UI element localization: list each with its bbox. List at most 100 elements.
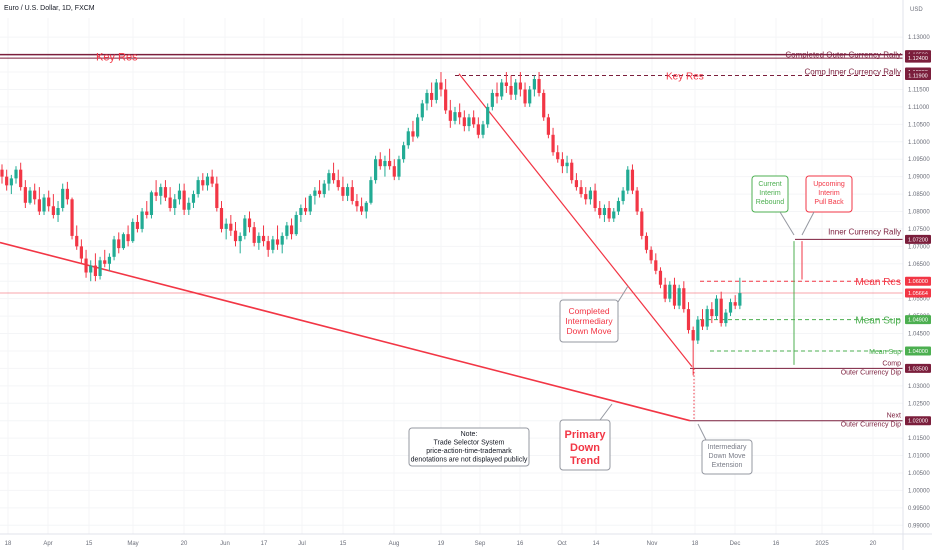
candle-body	[462, 117, 466, 127]
candle-body	[33, 190, 37, 200]
candle-body	[518, 82, 522, 90]
candle-body	[579, 187, 583, 195]
candle-body	[542, 92, 546, 118]
price-tick-label: 1.07000	[908, 244, 930, 250]
candle-body	[135, 221, 140, 229]
upcoming-pullback-label: Upcoming Interim Pull Back	[813, 181, 845, 206]
trend-lines	[0, 73, 803, 422]
currency-label: USD	[910, 7, 923, 13]
candle-body	[308, 195, 312, 212]
candle-body	[430, 92, 434, 100]
candle-body	[710, 309, 714, 317]
candle-body	[458, 112, 462, 118]
candle-body	[9, 178, 13, 186]
candle-body	[247, 218, 252, 228]
time-tick-label: 2025	[815, 541, 829, 547]
candle-body	[205, 176, 210, 186]
candle-body	[649, 249, 653, 261]
candle-body	[490, 92, 494, 107]
price-tick-label: 1.10500	[908, 122, 930, 128]
price-tick-label: 1.00500	[908, 471, 930, 477]
candle-body	[294, 214, 298, 235]
price-tick-label: 1.01000	[908, 454, 930, 460]
candle-body	[514, 82, 518, 95]
price-label-box	[905, 315, 931, 325]
price-tick-label: 1.10000	[908, 140, 930, 146]
price-tick-label: 1.13000	[908, 35, 930, 41]
callout-pointer	[801, 211, 815, 236]
candle-body	[117, 239, 121, 249]
candle-body	[285, 225, 289, 236]
candle-body	[630, 169, 635, 191]
candle-body	[168, 197, 172, 209]
time-tick-label: Jul	[298, 541, 306, 547]
primary-trend-line	[0, 241, 691, 422]
candle-body	[696, 319, 700, 341]
candle-body	[668, 284, 672, 299]
price-tick-label: 0.99000	[908, 523, 930, 529]
candle-body	[126, 234, 130, 242]
candle-body	[140, 211, 144, 229]
candle-body	[210, 176, 214, 184]
candle-body	[350, 187, 354, 202]
candle-body	[238, 235, 242, 242]
price-label-box	[905, 363, 931, 373]
annotations: Completed Outer Currency Rally Comp Inner…	[96, 51, 901, 475]
candle-body	[79, 246, 83, 259]
price-tick-label: 1.09000	[908, 175, 930, 181]
candle-body	[705, 309, 709, 327]
callout-pointer	[779, 211, 795, 236]
price-label-box	[905, 288, 931, 298]
time-tick-label: 14	[593, 541, 600, 547]
candle-body	[640, 211, 644, 236]
candle-body	[388, 160, 392, 167]
candle-body	[107, 256, 112, 264]
candle-body	[472, 117, 476, 125]
candle-body	[364, 202, 368, 212]
price-tick-label: 1.11000	[908, 105, 930, 111]
price-label-text: 1.12400	[908, 56, 928, 62]
intermediary-trend-line	[458, 73, 693, 368]
candle-body	[191, 194, 196, 203]
candle-body	[219, 208, 224, 229]
key-res-label-left: Key Res	[96, 51, 138, 63]
candle-body	[252, 227, 256, 243]
candle-body	[369, 180, 373, 203]
price-label-text: 1.06000	[908, 279, 928, 285]
candle-body	[677, 288, 681, 306]
time-tick-label: Oct	[557, 541, 567, 547]
level-name-label: Comp Outer Currency Dip	[841, 360, 901, 376]
candle-body	[621, 190, 625, 202]
candle-body	[682, 288, 686, 310]
candle-body	[98, 260, 102, 276]
time-tick-label: Sep	[475, 541, 486, 547]
candle-body	[644, 235, 649, 250]
level-name-label: Mean Res	[855, 277, 901, 288]
candle-body	[528, 89, 532, 104]
price-label-text: 1.04900	[908, 318, 928, 324]
candle-body	[402, 145, 406, 160]
candle-body	[500, 82, 504, 97]
callout-box	[559, 299, 619, 343]
time-tick-label: 18	[692, 541, 699, 547]
price-label-text: 1.04000	[908, 349, 928, 355]
price-label-box	[905, 53, 931, 63]
candle-body	[574, 180, 579, 188]
candle-body	[275, 239, 280, 245]
candle-body	[448, 110, 452, 121]
candle-body	[444, 89, 448, 111]
candle-body	[397, 159, 401, 177]
candle-body	[14, 169, 18, 179]
price-label-text: 1.02000	[908, 419, 928, 425]
candle-body	[453, 112, 457, 121]
candle-body	[149, 192, 154, 215]
price-axis: 1.130001.125001.120001.115001.110001.105…	[902, 0, 931, 550]
candle-body	[303, 208, 308, 212]
time-tick-label: 18	[5, 541, 12, 547]
candle-body	[266, 241, 270, 250]
price-tick-label: 1.07500	[908, 227, 930, 233]
price-tick-label: 1.11500	[908, 87, 930, 93]
candle-body	[37, 199, 41, 212]
candle-body	[672, 284, 677, 306]
